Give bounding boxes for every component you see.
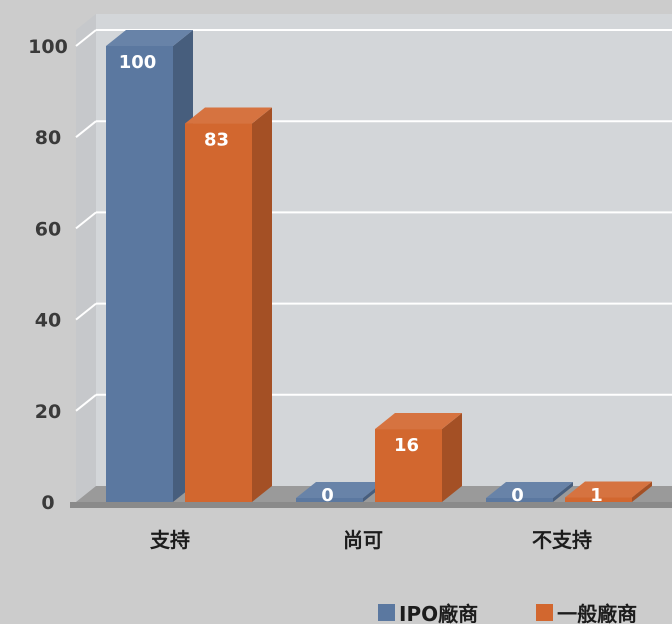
y-tick-label: 0 [41, 492, 54, 514]
gridline-depth [75, 394, 97, 412]
data-label: 83 [204, 130, 229, 151]
bar-front [106, 46, 173, 502]
bar-top [185, 107, 272, 124]
x-axis: 支持 尚可 不支持 [150, 528, 592, 552]
bar [486, 482, 573, 502]
bar [565, 481, 652, 502]
plot-floor-edge [70, 502, 672, 508]
bar-front [296, 498, 363, 502]
category-label: 尚可 [343, 528, 383, 552]
bar-front [565, 497, 632, 502]
bar-side [632, 481, 652, 502]
data-labels: 100 83 0 16 0 1 [119, 52, 603, 506]
gridline-depth [75, 29, 97, 47]
legend-item-general: 一般廠商 [536, 598, 637, 624]
bar-top [375, 413, 462, 430]
bar-front [375, 429, 442, 502]
legend-label-ipo: IPO廠商 [399, 602, 479, 624]
bar [106, 30, 193, 502]
legend-swatch-general [536, 604, 554, 621]
bar-side [252, 107, 272, 503]
bar-front [486, 498, 553, 502]
y-tick-label: 20 [35, 401, 61, 423]
data-label: 16 [394, 435, 419, 456]
category-label: 支持 [150, 528, 190, 552]
legend-swatch-ipo [378, 604, 395, 621]
legend-label-general: 一般廠商 [557, 602, 638, 624]
gridline-depth [75, 211, 97, 230]
y-tick-label: 40 [35, 310, 61, 332]
y-tick-label: 80 [35, 127, 61, 149]
bar [185, 107, 272, 503]
y-tick-label: 60 [35, 218, 61, 240]
bar-side [553, 482, 573, 502]
gridline-depth [75, 120, 97, 138]
legend-item-ipo: IPO廠商 [378, 598, 478, 624]
bar-series [106, 30, 652, 503]
plot-side-wall [76, 14, 96, 502]
bar-top [565, 481, 652, 498]
data-label: 100 [119, 52, 157, 73]
bar-top [296, 482, 383, 498]
y-tick-label: 100 [28, 36, 68, 58]
gridline-depth [75, 302, 97, 321]
y-axis: 0 20 40 60 80 100 [28, 36, 68, 514]
data-label: 0 [511, 485, 524, 506]
bar-top [106, 30, 193, 46]
data-label: 1 [590, 485, 603, 506]
legend: IPO廠商 一般廠商 [378, 598, 637, 624]
bar-front [185, 123, 252, 503]
data-label: 0 [321, 485, 334, 506]
bar [375, 413, 462, 502]
bar-side [442, 413, 462, 502]
category-label: 不支持 [532, 528, 592, 552]
bar-top [486, 482, 573, 498]
